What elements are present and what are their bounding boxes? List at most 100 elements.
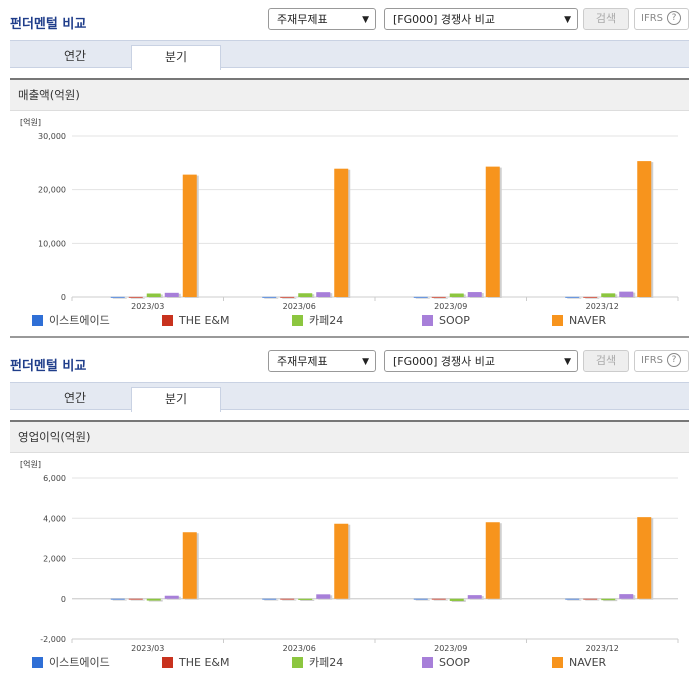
section-divider xyxy=(10,336,689,338)
bar-0 xyxy=(110,296,125,298)
legend-label: SOOP xyxy=(439,314,470,327)
help-icon: ? xyxy=(667,353,681,367)
bar-1 xyxy=(583,598,598,600)
legend-label: THE E&M xyxy=(179,656,230,669)
legend-label: NAVER xyxy=(569,656,607,669)
bar-2 xyxy=(601,293,616,297)
peer-group-select[interactable]: [FG000] 경쟁사 비교 ▼ xyxy=(384,8,578,30)
ifrs-help-button[interactable]: IFRS? xyxy=(634,350,689,372)
bar-3 xyxy=(619,291,634,297)
bar-shadow xyxy=(433,599,448,601)
bar-2 xyxy=(601,598,616,601)
tab-quarterly[interactable]: 분기 xyxy=(131,387,221,412)
y-tick-label: 4,000 xyxy=(43,514,66,523)
chart-legend: 이스트에이드 THE E&M 카페24 SOOP NAVER xyxy=(22,655,682,671)
legend-swatch xyxy=(32,315,43,326)
bar-shadow xyxy=(112,297,127,299)
legend-label: 이스트에이드 xyxy=(49,314,110,327)
bar-0 xyxy=(262,296,277,298)
search-button[interactable]: 검색 xyxy=(583,350,629,372)
bar-3 xyxy=(164,292,179,297)
y-unit-label: [억원] xyxy=(20,117,41,127)
statement-type-select[interactable]: 주재무제표 ▼ xyxy=(268,350,376,372)
y-tick-label: -2,000 xyxy=(40,635,66,644)
legend-swatch xyxy=(32,657,43,668)
period-tabs: 연간 분기 xyxy=(10,40,689,70)
bar-4 xyxy=(334,523,349,599)
bar-shadow xyxy=(130,599,145,601)
legend-swatch xyxy=(552,315,563,326)
y-tick-label: 0 xyxy=(61,595,66,604)
chevron-down-icon: ▼ xyxy=(564,15,571,25)
statement-type-select[interactable]: 주재무제표 ▼ xyxy=(268,8,376,30)
bar-0 xyxy=(110,598,125,600)
bar-2 xyxy=(449,293,464,297)
peer-group-value: [FG000] 경쟁사 비교 xyxy=(393,355,496,368)
x-tick-label: 2023/06 xyxy=(283,644,316,653)
fundamental-compare-section-revenue: 펀더멘털 비교 주재무제표 ▼ [FG000] 경쟁사 비교 ▼ 검색 IFRS… xyxy=(0,0,696,342)
bar-1 xyxy=(431,598,446,600)
bar-3 xyxy=(316,594,331,599)
bar-shadow xyxy=(585,297,600,299)
bar-0 xyxy=(565,598,580,600)
bar-0 xyxy=(413,296,428,298)
statement-type-value: 주재무제표 xyxy=(277,355,328,368)
bar-0 xyxy=(413,598,428,600)
bar-shadow xyxy=(282,599,297,601)
bar-1 xyxy=(280,598,295,600)
bar-shadow xyxy=(585,599,600,601)
bar-shadow xyxy=(264,599,279,601)
bar-shadow xyxy=(300,599,315,601)
y-tick-label: 30,000 xyxy=(38,132,66,141)
chevron-down-icon: ▼ xyxy=(362,357,369,367)
bar-4 xyxy=(182,532,197,599)
bar-shadow xyxy=(112,599,127,601)
period-tabs: 연간 분기 xyxy=(10,382,689,412)
bar-shadow xyxy=(433,297,448,299)
bar-shadow xyxy=(415,599,430,601)
revenue-bar-chart: [억원] 0 10,000 20,000 30,000 2023/03 2023/06 202… xyxy=(20,117,679,311)
peer-group-value: [FG000] 경쟁사 비교 xyxy=(393,13,496,26)
y-tick-label: 0 xyxy=(61,293,66,302)
bar-shadow xyxy=(603,599,618,602)
legend-label: SOOP xyxy=(439,656,470,669)
panel-title: 매출액(억원) xyxy=(10,80,689,111)
ifrs-label: IFRS xyxy=(641,13,663,24)
legend-label: THE E&M xyxy=(179,314,230,327)
peer-group-select[interactable]: [FG000] 경쟁사 비교 ▼ xyxy=(384,350,578,372)
search-button[interactable]: 검색 xyxy=(583,8,629,30)
y-unit-label: [억원] xyxy=(20,459,41,469)
legend-label: 카페24 xyxy=(309,314,344,327)
operating-profit-panel: 영업이익(억원) xyxy=(10,420,689,682)
tab-quarterly[interactable]: 분기 xyxy=(131,45,221,70)
bar-shadow xyxy=(282,297,297,299)
bar-1 xyxy=(280,296,295,298)
legend-label: NAVER xyxy=(569,314,607,327)
bar-2 xyxy=(449,598,464,601)
x-tick-label: 2023/03 xyxy=(131,302,164,311)
section-title: 펀더멘털 비교 xyxy=(10,359,87,374)
section-title: 펀더멘털 비교 xyxy=(10,17,87,32)
legend-swatch xyxy=(422,315,433,326)
bar-3 xyxy=(316,292,331,297)
bar-4 xyxy=(182,174,197,297)
legend-swatch xyxy=(292,315,303,326)
y-tick-label: 2,000 xyxy=(43,555,66,564)
chevron-down-icon: ▼ xyxy=(362,15,369,25)
y-tick-label: 10,000 xyxy=(38,239,66,248)
legend-swatch xyxy=(552,657,563,668)
bar-0 xyxy=(565,296,580,298)
bar-1 xyxy=(128,296,143,298)
tab-annual[interactable]: 연간 xyxy=(63,391,87,405)
bar-0 xyxy=(262,598,277,600)
tab-annual[interactable]: 연간 xyxy=(63,49,87,63)
legend-swatch xyxy=(162,315,173,326)
chevron-down-icon: ▼ xyxy=(564,357,571,367)
ifrs-help-button[interactable]: IFRS? xyxy=(634,8,689,30)
bar-4 xyxy=(485,166,500,297)
bar-4 xyxy=(334,168,349,297)
bar-2 xyxy=(298,598,313,600)
legend-label: 카페24 xyxy=(309,656,344,669)
ifrs-label: IFRS xyxy=(641,355,663,366)
bar-shadow xyxy=(130,297,145,299)
